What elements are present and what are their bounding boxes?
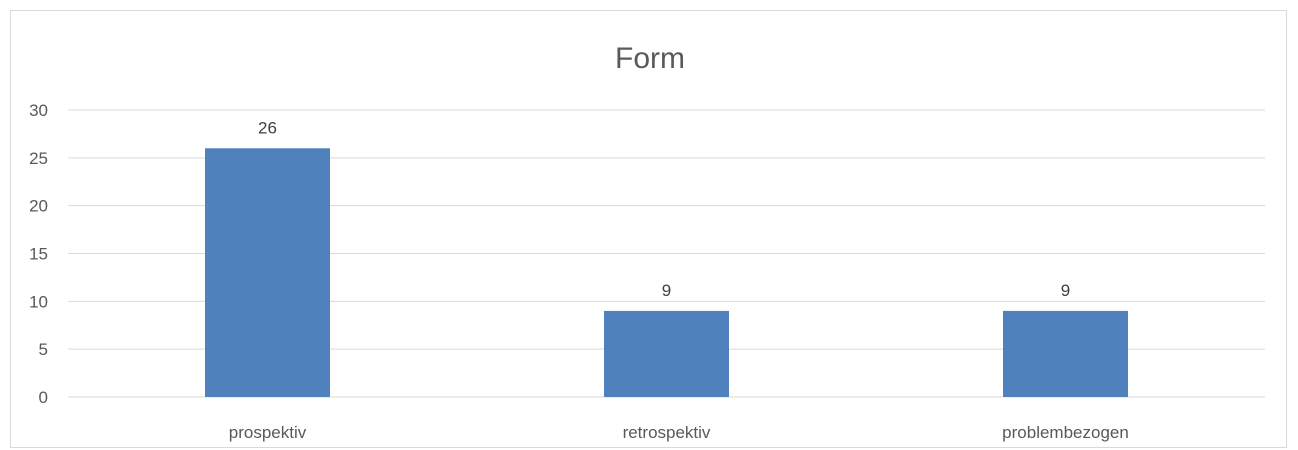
bars: 26 9 9 [205, 118, 1128, 397]
bar-retrospektiv [604, 310, 729, 397]
chart-title: Form [615, 42, 685, 75]
y-tick-label: 30 [29, 101, 48, 120]
x-category-label: prospektiv [229, 423, 307, 442]
data-label: 9 [662, 281, 671, 300]
y-tick-label: 5 [39, 340, 48, 359]
y-tick-label: 20 [29, 197, 48, 216]
x-category-label: retrospektiv [623, 423, 711, 442]
bar-problembezogen [1003, 310, 1128, 397]
y-tick-label: 15 [29, 245, 48, 264]
x-category-label: problembezogen [1002, 423, 1129, 442]
data-label: 9 [1061, 281, 1070, 300]
y-tick-label: 0 [39, 388, 48, 407]
y-tick-label: 25 [29, 149, 48, 168]
x-axis-categories: prospektiv retrospektiv problembezogen [229, 423, 1129, 442]
y-tick-label: 10 [29, 292, 48, 311]
data-label: 26 [258, 118, 277, 137]
y-axis-ticks: 0 5 10 15 20 25 30 [29, 101, 48, 407]
bar-prospektiv [205, 148, 330, 397]
